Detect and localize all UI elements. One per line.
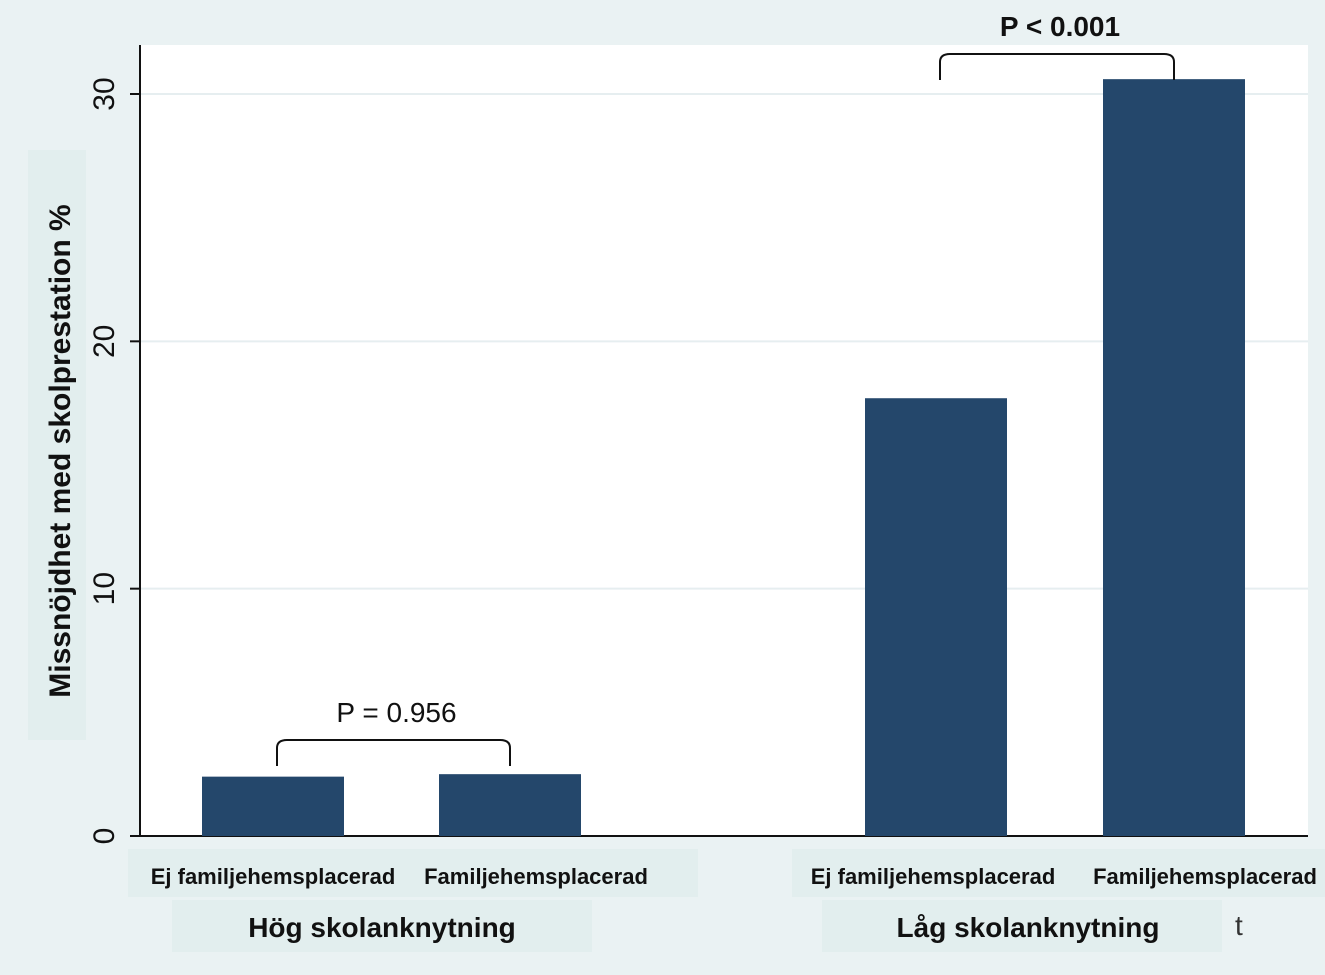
group-label-background [172, 900, 592, 952]
bar [202, 776, 344, 836]
y-axis-title: Missnöjdhet med skolprestation % [44, 204, 77, 697]
y-tick-label: 20 [88, 325, 121, 358]
group-label: Hög skolanknytning [248, 912, 516, 943]
y-tick-label: 0 [88, 828, 121, 845]
significance-bracket [276, 739, 511, 766]
bar [439, 774, 581, 836]
category-label: Familjehemsplacerad [1093, 864, 1317, 889]
bar [1103, 79, 1245, 836]
group-label-background [822, 900, 1222, 952]
stray-glyph: t [1235, 910, 1243, 941]
category-label: Ej familjehemsplacerad [151, 864, 396, 889]
category-label: Ej familjehemsplacerad [811, 864, 1056, 889]
category-label-background [792, 849, 1325, 897]
y-axis-title-background [28, 150, 86, 740]
category-label: Familjehemsplacerad [424, 864, 648, 889]
y-tick-label: 10 [88, 572, 121, 605]
bar [865, 398, 1007, 836]
p-value-annotation: P = 0.956 [336, 697, 456, 728]
y-tick-label: 30 [88, 77, 121, 110]
p-value-annotation: P < 0.001 [1000, 11, 1120, 42]
significance-bracket [939, 53, 1175, 80]
group-label: Låg skolanknytning [897, 912, 1160, 943]
category-label-background [128, 849, 698, 897]
